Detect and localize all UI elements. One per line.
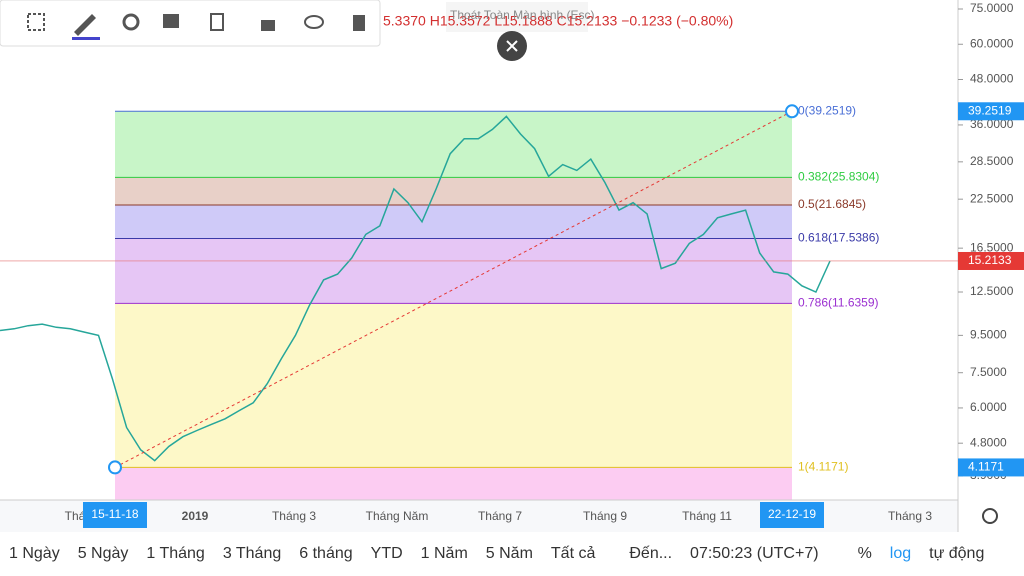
fib-band [115,303,792,468]
y-tick-label: 4.8000 [970,435,1007,449]
y-tick-label: 6.0000 [970,400,1007,414]
range-label: 22-12-19 [768,507,816,521]
range-tag [760,502,824,528]
fib-label: 0.786(11.6359) [798,296,879,310]
range-button[interactable]: 1 Năm [420,545,468,562]
fib-trend [114,110,793,468]
toolbar-icons [27,13,365,40]
tooltip-box [446,2,588,32]
price-tag-label: 39.2519 [968,103,1012,117]
fib-band [115,177,792,206]
fib-band [115,111,792,178]
y-tick-label: 12.5000 [970,284,1014,298]
fib-band [115,467,792,500]
range-button[interactable]: tự động [929,545,985,562]
fib-label: 0.5(21.6845) [798,197,866,211]
range-button[interactable]: % [857,545,872,562]
tooltip: Thoát Toàn Màn hình (Esc) [450,8,595,22]
price-tag [958,458,1024,477]
range-button[interactable]: 07:50:23 (UTC+7) [690,545,819,562]
x-tick-label: Thá [65,509,86,523]
fib-band [115,205,792,239]
x-tick-label: Tháng 7 [478,509,522,523]
x-tick-label: Tháng 3 [888,509,932,523]
range-button[interactable]: 1 Tháng [146,545,205,562]
y-tick-label: 36.0000 [970,117,1014,131]
price-tag [958,102,1024,121]
y-tick-label: 75.0000 [970,1,1014,15]
range-label: 15-11-18 [91,507,138,521]
range-button[interactable]: 3 Tháng [222,545,282,562]
y-tick-label: 48.0000 [970,72,1014,86]
chart: 0(39.2519) 0.382(25.8304) 0.5(21.6845) 0.61… [0,0,1024,532]
price-tag [958,251,1024,270]
close-icon [506,40,518,52]
y-tick-label: 9.5000 [970,328,1007,342]
range-button[interactable]: 5 Ngày [77,545,129,562]
anchor [785,104,799,119]
fib-label: 0.382(25.8304) [798,170,879,184]
range-button[interactable]: YTD [370,545,403,562]
fib-label: 0.618(17.5386) [798,231,879,245]
x-tick-label: Tháng 3 [272,509,316,523]
fib-label: 1(4.1171) [798,460,848,474]
range-button[interactable]: 5 Năm [485,545,533,562]
anchor [108,460,122,475]
price-tag-label: 4.1171 [968,460,1004,474]
range-button[interactable]: log [889,545,912,562]
y-tick-label: 28.5000 [970,154,1014,168]
price-line [0,115,831,462]
drawing-toolbar[interactable] [0,0,381,47]
x-tick-label: Tháng 9 [583,509,627,523]
range-tag [83,502,147,528]
fib-label: 0(39.2519) [798,103,856,117]
x-tick-label: Tháng 11 [682,509,732,523]
last-price-label: 15.2133 [968,253,1012,267]
legend: 5.3370 H15.3572 L15.1888 C15.2133 −0.123… [383,13,733,29]
x-tick-label: Tháng Năm [366,509,429,523]
range-button[interactable]: 6 tháng [299,545,353,562]
y-tick-label: 22.5000 [970,191,1014,205]
bottom-toolbar: 1 Ngày 5 Ngày 1 Tháng 3 Tháng 6 tháng YTD 1 Nă… [0,532,1024,576]
settings-icon [982,508,998,524]
fib-band [115,238,792,304]
range-button[interactable]: Đến... [629,545,673,562]
y-tick-label: 16.5000 [970,240,1014,254]
y-tick-label: 7.5000 [970,365,1007,379]
x-tick-label: 2019 [182,509,209,523]
y-tick-label: 60.0000 [970,36,1014,50]
range-button[interactable]: 1 Ngày [9,545,60,562]
range-button[interactable]: Tất cả [550,545,596,562]
